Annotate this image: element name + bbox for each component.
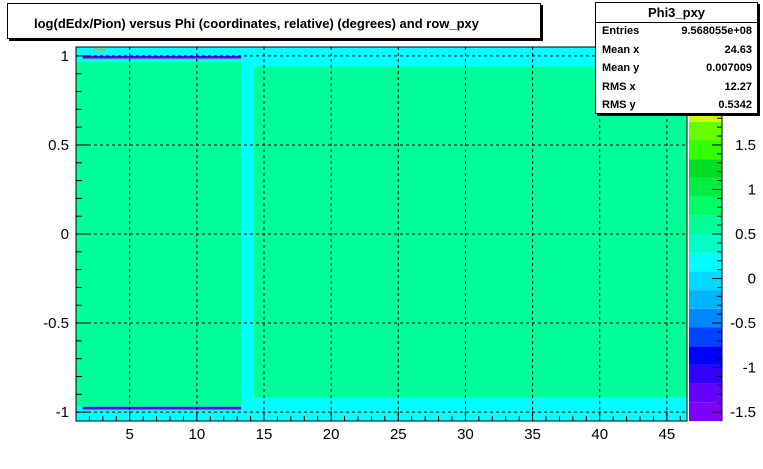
stats-key: Mean x	[602, 44, 640, 56]
color-scale-band	[689, 121, 722, 141]
heatmap-cell	[253, 47, 687, 67]
stats-key: RMS x	[602, 81, 636, 93]
stats-key: Mean y	[602, 62, 640, 74]
heatmap-cell	[253, 66, 687, 398]
heatmap-cell	[76, 61, 242, 407]
x-tick-label: 5	[126, 426, 134, 443]
x-tick-label: 35	[524, 426, 541, 443]
stats-value: 9.568055e+08	[681, 25, 752, 37]
color-scale-band	[689, 196, 722, 216]
color-scale-band	[689, 140, 722, 160]
y-tick-label: -0.5	[43, 315, 69, 332]
x-tick-label: 15	[256, 426, 273, 443]
x-tick-label: 20	[323, 426, 340, 443]
x-tick-label: 25	[390, 426, 407, 443]
stats-value: 12.27	[724, 81, 752, 93]
stats-row-rms-y: RMS y 0.5342	[602, 97, 752, 115]
heatmap-cell	[241, 47, 254, 421]
z-tick-label: -1.5	[730, 404, 756, 421]
color-scale-band	[689, 327, 722, 347]
stats-box: Phi3_pxy Entries 9.568055e+08 Mean x 24.…	[595, 2, 758, 114]
color-scale-band	[689, 402, 722, 421]
stats-title: Phi3_pxy	[596, 3, 757, 23]
x-tick-label: 10	[189, 426, 206, 443]
heatmap-cell	[253, 397, 687, 421]
chart-title: log(dEdx/Pion) versus Phi (coordinates, …	[34, 16, 479, 31]
y-tick-label: -1	[56, 404, 69, 421]
heatmap-cell	[76, 406, 242, 421]
x-tick-label: 40	[591, 426, 608, 443]
stats-key: RMS y	[602, 99, 636, 111]
stats-value: 0.5342	[718, 99, 752, 111]
z-tick-label: 1	[748, 181, 756, 198]
heatmap-cell	[93, 48, 106, 51]
stats-value: 0.007009	[706, 62, 752, 74]
color-scale-band	[689, 290, 722, 309]
color-scale-band	[689, 252, 722, 272]
stats-row-entries: Entries 9.568055e+08	[602, 23, 752, 41]
color-scale-band	[689, 364, 722, 384]
y-tick-label: 1	[61, 48, 69, 65]
stats-row-mean-x: Mean x 24.63	[602, 42, 752, 60]
y-tick-label: 0	[61, 226, 69, 243]
color-scale-band	[689, 308, 722, 328]
color-scale-band	[689, 215, 722, 234]
color-scale-band	[689, 177, 722, 197]
heatmap-cell	[82, 55, 242, 59]
stats-key: Entries	[602, 25, 640, 37]
z-tick-label: 0.5	[735, 226, 756, 243]
color-scale-band	[689, 159, 722, 178]
color-scale-band	[689, 383, 722, 403]
y-tick-label: 0.5	[48, 137, 69, 154]
color-scale-band	[689, 346, 722, 365]
stats-row-rms-x: RMS x 12.27	[602, 79, 752, 97]
z-tick-label: 0	[748, 271, 756, 288]
x-tick-label: 45	[659, 426, 676, 443]
stats-row-mean-y: Mean y 0.007009	[602, 60, 752, 78]
color-scale-band	[689, 234, 722, 253]
z-tick-label: 1.5	[735, 137, 756, 154]
heatmap-cell	[82, 406, 242, 410]
chart-title-box: log(dEdx/Pion) versus Phi (coordinates, …	[7, 3, 541, 39]
z-tick-label: -0.5	[730, 315, 756, 332]
z-tick-label: -1	[743, 360, 756, 377]
stats-value: 24.63	[724, 44, 752, 56]
color-scale-band	[689, 271, 722, 291]
x-tick-label: 30	[457, 426, 474, 443]
